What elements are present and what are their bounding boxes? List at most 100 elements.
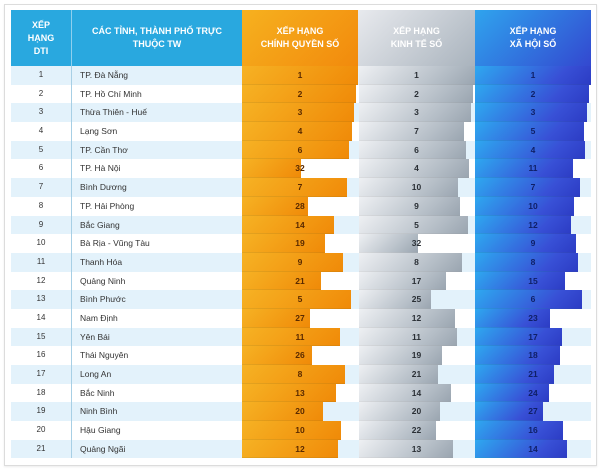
- dti-rank-cell: 10: [11, 234, 72, 253]
- gov-rank-bar: [242, 383, 336, 403]
- eco-rank-value: 2: [414, 88, 419, 99]
- gov-rank-cell: 1: [242, 66, 358, 85]
- province-name-cell: Bà Rịa - Vũng Tàu: [80, 238, 150, 249]
- dti-rank-cell: 8: [11, 196, 72, 216]
- gov-rank-bar: [242, 402, 323, 422]
- eco-rank-cell: 10: [358, 178, 475, 197]
- soc-rank-cell: 18: [475, 346, 591, 365]
- gov-rank-bar: [242, 215, 334, 235]
- header-province-name: CÁC TỈNH, THÀNH PHỐ TRỰC THUỘC TW: [72, 10, 242, 66]
- eco-rank-value: 19: [411, 350, 422, 361]
- province-name-cell: TP. Đà Nẵng: [80, 70, 129, 80]
- gov-rank-value: 27: [295, 312, 305, 323]
- eco-rank-value: 9: [414, 200, 419, 211]
- dti-rank-cell: 21: [11, 439, 72, 459]
- table-row: 13 Bình Phước 5 25 6: [11, 290, 591, 309]
- table-row: 4 Lạng Sơn 4 7 5: [11, 122, 591, 141]
- gov-rank-value: 3: [297, 107, 303, 118]
- table-row: 15 Yên Bái 11 11 17: [11, 327, 591, 347]
- soc-rank-bar: [475, 66, 591, 85]
- gov-rank-value: 4: [297, 126, 303, 137]
- table-row: 20 Hậu Giang 10 22 16: [11, 421, 591, 440]
- gov-rank-value: 2: [297, 88, 303, 99]
- table-row: 5 TP. Cần Thơ 6 6 4: [11, 140, 591, 160]
- soc-rank-value: 18: [528, 350, 538, 361]
- eco-rank-cell: 20: [358, 402, 475, 422]
- soc-rank-cell: 21: [475, 365, 591, 384]
- soc-rank-bar: [475, 196, 574, 216]
- gov-rank-cell: 9: [242, 252, 358, 272]
- gov-rank-value: 12: [295, 443, 305, 454]
- eco-rank-bar: [359, 421, 436, 440]
- dti-rank-cell: 15: [11, 327, 72, 347]
- gov-rank-value: 6: [297, 144, 303, 155]
- province-name-cell: TP. Hồ Chí Minh: [80, 88, 142, 99]
- eco-rank-value: 3: [414, 107, 419, 118]
- soc-rank-cell: 4: [475, 140, 591, 160]
- eco-rank-value: 11: [412, 331, 421, 342]
- gov-rank-cell: 20: [242, 402, 358, 422]
- province-name-cell: Thái Nguyên: [80, 350, 129, 361]
- gov-rank-cell: 26: [242, 346, 358, 365]
- soc-rank-value: 24: [528, 387, 538, 398]
- table-row: 1 TP. Đà Nẵng 1 1 1: [11, 66, 591, 85]
- dti-rank-cell: 13: [11, 290, 72, 309]
- gov-rank-cell: 28: [242, 196, 358, 216]
- dti-rank-cell: 18: [11, 383, 72, 403]
- soc-rank-cell: 27: [475, 402, 591, 422]
- eco-rank-cell: 3: [358, 103, 475, 123]
- eco-rank-cell: 8: [358, 252, 475, 272]
- header-dti-rank: XẾP HẠNG DTI: [11, 10, 72, 66]
- eco-rank-cell: 25: [358, 290, 475, 309]
- gov-rank-bar: [242, 308, 310, 328]
- eco-rank-bar: [359, 383, 451, 403]
- soc-rank-value: 23: [528, 312, 538, 323]
- soc-rank-cell: 8: [475, 252, 591, 272]
- gov-rank-value: 10: [295, 425, 305, 436]
- eco-rank-bar: [359, 140, 466, 160]
- soc-rank-bar: [475, 271, 565, 291]
- table-row: 3 Thừa Thiên - Huế 3 3 3: [11, 103, 591, 123]
- eco-rank-cell: 5: [358, 215, 475, 235]
- dti-rank-cell: 14: [11, 308, 72, 328]
- eco-rank-cell: 14: [358, 383, 475, 403]
- header-digital-government-rank: XẾP HẠNG CHÍNH QUYỀN SỐ: [242, 10, 358, 66]
- soc-rank-cell: 15: [475, 271, 591, 291]
- gov-rank-value: 28: [295, 200, 305, 211]
- eco-rank-bar: [359, 271, 446, 291]
- soc-rank-cell: 6: [475, 290, 591, 309]
- soc-rank-bar: [475, 308, 550, 328]
- soc-rank-value: 3: [530, 107, 536, 118]
- gov-rank-value: 9: [297, 256, 303, 267]
- soc-rank-cell: 23: [475, 308, 591, 328]
- soc-rank-cell: 16: [475, 421, 591, 440]
- eco-rank-bar: [359, 215, 468, 235]
- gov-rank-value: 13: [295, 387, 305, 398]
- eco-rank-bar: [359, 234, 418, 253]
- province-name-cell: Thừa Thiên - Huế: [80, 107, 147, 118]
- gov-rank-cell: 32: [242, 159, 358, 179]
- eco-rank-value: 12: [411, 312, 422, 323]
- eco-rank-cell: 2: [358, 84, 475, 104]
- header-digital-economy-rank: XẾP HẠNG KINH TẾ SỐ: [358, 10, 475, 66]
- eco-rank-cell: 11: [358, 327, 475, 347]
- gov-rank-bar: [242, 66, 358, 85]
- gov-rank-cell: 11: [242, 327, 358, 347]
- soc-rank-bar: [475, 234, 576, 253]
- soc-rank-bar: [475, 346, 560, 365]
- eco-rank-cell: 4: [358, 159, 475, 179]
- soc-rank-cell: 17: [475, 327, 591, 347]
- table-row: 2 TP. Hồ Chí Minh 2 2 2: [11, 84, 591, 104]
- gov-rank-bar: [242, 365, 345, 384]
- gov-rank-cell: 13: [242, 383, 358, 403]
- dti-rank-cell: 1: [11, 66, 72, 85]
- table-row: 9 Bắc Giang 14 5 12: [11, 215, 591, 235]
- province-name-cell: Bình Dương: [80, 182, 127, 193]
- soc-rank-value: 14: [528, 443, 538, 454]
- eco-rank-cell: 7: [358, 122, 475, 141]
- eco-rank-bar: [359, 308, 455, 328]
- soc-rank-bar: [475, 103, 587, 123]
- eco-rank-value: 1: [414, 70, 419, 80]
- eco-rank-bar: [359, 346, 442, 365]
- table-row: 14 Nam Định 27 12 23: [11, 308, 591, 328]
